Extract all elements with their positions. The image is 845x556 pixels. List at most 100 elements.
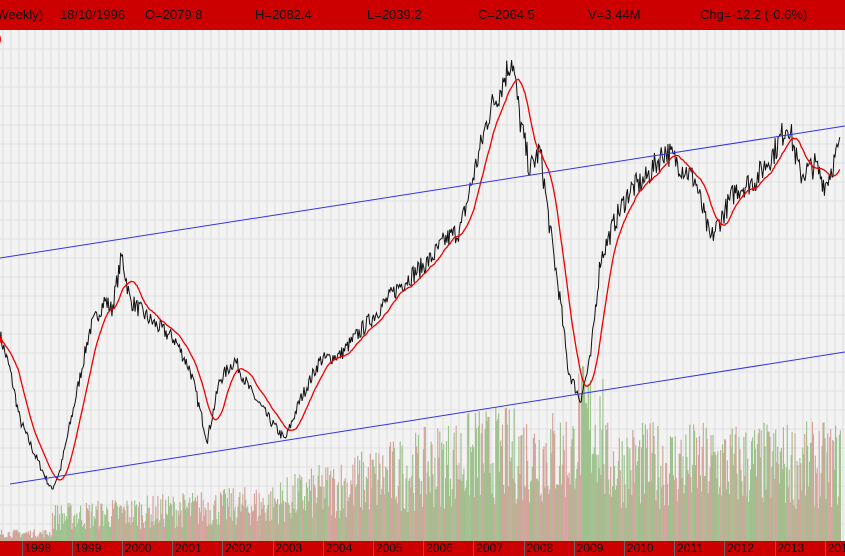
- volume-bar: [825, 499, 827, 541]
- volume-bar: [489, 472, 491, 541]
- volume-bar: [633, 437, 635, 541]
- price-chart[interactable]: [0, 30, 845, 541]
- volume-bar: [70, 505, 72, 541]
- volume-bars: [0, 366, 841, 541]
- volume-bar: [773, 433, 775, 541]
- volume-bar: [641, 422, 644, 541]
- volume-bar: [361, 509, 364, 541]
- volume-bar: [556, 484, 558, 541]
- volume-bar: [219, 524, 221, 541]
- volume-bar: [9, 536, 11, 541]
- volume-bar: [209, 509, 211, 541]
- volume-bar: [835, 437, 838, 541]
- volume-bar: [31, 537, 33, 541]
- volume-bar: [253, 493, 255, 541]
- volume-bar: [129, 517, 131, 541]
- volume-bar: [268, 494, 270, 541]
- volume-bar: [220, 492, 222, 541]
- volume-bar: [66, 518, 68, 541]
- volume-bar: [107, 509, 109, 541]
- volume-bar: [239, 492, 241, 541]
- volume-bar: [178, 515, 180, 541]
- volume-bar: [8, 531, 10, 541]
- volume-bar: [640, 447, 643, 541]
- volume-bar: [146, 495, 148, 541]
- volume-bar: [454, 498, 456, 541]
- volume-bar: [597, 454, 599, 541]
- volume-bar: [237, 506, 239, 541]
- volume-bar: [558, 466, 561, 541]
- volume-bar: [424, 427, 426, 541]
- volume-bar: [478, 411, 480, 541]
- volume-bar: [179, 502, 181, 541]
- volume-bar: [511, 441, 513, 541]
- volume-bar: [490, 463, 492, 541]
- volume-bar: [206, 526, 208, 541]
- volume-bar: [307, 501, 310, 541]
- volume-bar: [132, 522, 134, 541]
- volume-bar: [670, 437, 673, 541]
- volume-bar: [322, 509, 324, 541]
- lower-channel-trendline[interactable]: [9, 351, 845, 485]
- volume-bar: [786, 424, 788, 541]
- volume-bar: [471, 452, 473, 541]
- volume-bar: [785, 467, 787, 541]
- volume-bar: [631, 495, 633, 541]
- volume-bar: [473, 447, 475, 541]
- volume-bar: [520, 435, 522, 541]
- volume-bar: [286, 477, 288, 541]
- volume-bar: [610, 466, 612, 541]
- volume-bar: [181, 527, 183, 541]
- volume-bar: [364, 502, 366, 541]
- volume-bar: [359, 460, 361, 541]
- volume-bar: [170, 504, 172, 541]
- volume-bar: [837, 496, 840, 541]
- volume-bar: [668, 505, 670, 541]
- upper-channel-trendline[interactable]: [0, 125, 845, 259]
- volume-bar: [617, 460, 619, 541]
- volume-bar: [674, 436, 676, 541]
- volume-bar: [200, 492, 202, 541]
- volume-bar: [257, 516, 259, 541]
- open-label: O=2079.8: [145, 7, 203, 22]
- volume-bar: [764, 446, 766, 541]
- volume-bar: [788, 469, 790, 541]
- volume-bar: [282, 500, 284, 541]
- volume-bar: [547, 485, 549, 541]
- volume-bar: [400, 510, 402, 541]
- volume-bar: [493, 497, 495, 541]
- volume-bar: [60, 505, 62, 541]
- volume-bar: [187, 508, 189, 541]
- volume-bar: [533, 433, 535, 541]
- volume-bar: [14, 530, 16, 541]
- volume-bar: [231, 520, 233, 541]
- volume-bar: [544, 487, 546, 541]
- volume-bar: [150, 514, 152, 541]
- volume-bar: [281, 490, 283, 541]
- volume-label: V=3.44M: [588, 7, 641, 22]
- volume-bar: [346, 482, 348, 541]
- volume-bar: [293, 508, 295, 541]
- volume-bar: [689, 424, 691, 541]
- volume-bar: [706, 439, 708, 541]
- volume-bar: [147, 508, 149, 541]
- volume-bar: [734, 434, 736, 541]
- volume-bar: [97, 500, 99, 541]
- volume-bar: [496, 421, 498, 541]
- volume-bar: [387, 470, 389, 541]
- volume-bar: [177, 510, 179, 541]
- volume-bar: [232, 488, 234, 541]
- volume-bar: [106, 506, 108, 541]
- x-tick-label: 2012: [724, 541, 754, 556]
- volume-bar: [693, 424, 695, 541]
- volume-bar: [787, 487, 789, 541]
- volume-bar: [198, 507, 200, 541]
- volume-bar: [611, 496, 613, 541]
- volume-bar: [40, 532, 42, 541]
- volume-bar: [798, 499, 800, 541]
- volume-bar: [449, 478, 451, 541]
- volume-bar: [64, 520, 66, 541]
- volume-bar: [25, 532, 27, 541]
- volume-bar: [405, 478, 407, 541]
- volume-bar: [124, 510, 126, 541]
